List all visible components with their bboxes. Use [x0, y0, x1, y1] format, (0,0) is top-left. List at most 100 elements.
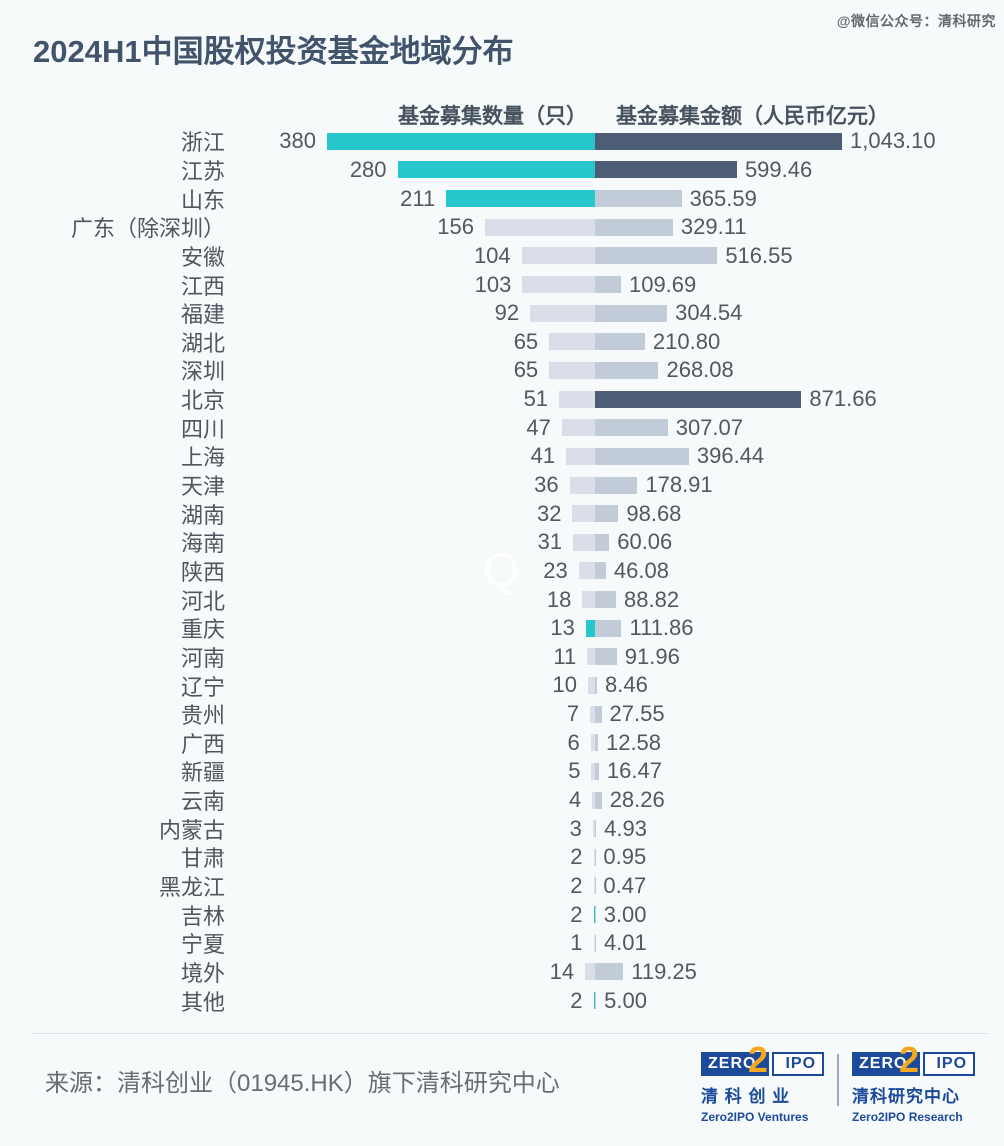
count-value-label: 36: [534, 472, 559, 497]
amount-value-label: 28.26: [609, 787, 665, 813]
amount-zone: 98.68: [595, 501, 1004, 527]
amount-bar: [595, 132, 842, 150]
logo-ipo-box: IPO: [923, 1052, 976, 1076]
chart-row: 内蒙古 3 4.93: [0, 814, 1004, 843]
amount-zone: 0.47: [595, 873, 1004, 899]
amount-value-label: 12.58: [605, 729, 662, 755]
chart-row: 天津 36 178.91: [0, 471, 1004, 500]
count-bar: [592, 820, 595, 838]
count-value-label: 18: [546, 586, 572, 612]
amount-bar: [595, 619, 622, 637]
amount-value-label: 111.86: [629, 615, 694, 641]
count-bar: [585, 963, 595, 981]
amount-value-label: 5.00: [604, 987, 647, 1013]
legend-right-zone: 基金募集金额（人民币亿元）: [595, 100, 1004, 130]
count-value-label: 2: [570, 901, 583, 927]
count-value-label: 5: [568, 758, 581, 784]
chart-title: 2024H1中国股权投资基金地域分布: [33, 34, 514, 69]
count-value-label: 51: [523, 386, 549, 412]
amount-value-label: 0.95: [603, 844, 647, 870]
category-label: 云南: [180, 789, 225, 815]
amount-bar: [595, 247, 718, 265]
chart-row: 深圳 65 268.08: [0, 356, 1004, 385]
count-zone: 65: [225, 357, 595, 383]
count-value-label: 47: [526, 414, 551, 440]
count-value-label: 6: [567, 729, 580, 755]
amount-bar: [595, 934, 596, 952]
amount-zone: 28.26: [595, 787, 1004, 813]
chart-row: 上海 41 396.44: [0, 442, 1004, 471]
count-bar: [591, 762, 595, 780]
amount-bar: [595, 304, 668, 322]
amount-zone: 4.93: [595, 816, 1004, 842]
amount-value-label: 0.47: [603, 872, 647, 898]
amount-zone: 396.44: [595, 443, 1004, 469]
count-bar: [592, 791, 595, 809]
legend-left-zone: 基金募集数量（只）: [0, 100, 595, 130]
chart-row: 其他 2 5.00: [0, 986, 1004, 1015]
category-label: 陕西: [180, 559, 225, 585]
count-bar: [530, 304, 595, 322]
count-value-label: 13: [550, 615, 575, 641]
count-bar: [593, 877, 595, 895]
count-zone: 18: [225, 587, 595, 613]
wechat-watermark: @微信公众号：清科研究: [836, 13, 996, 29]
count-bar: [327, 132, 595, 150]
count-zone: 156: [225, 214, 595, 240]
chart-row: 新疆 5 16.47: [0, 757, 1004, 786]
category-label: 辽宁: [180, 674, 225, 700]
category-label: 北京: [180, 388, 225, 414]
amount-value-label: 1,043.10: [850, 128, 936, 154]
category-label: 湖南: [180, 502, 225, 528]
chart-row: 吉林 2 3.00: [0, 900, 1004, 929]
amount-value-label: 8.46: [605, 672, 648, 698]
amount-zone: 8.46: [595, 672, 1004, 698]
category-label: 内蒙古: [158, 817, 225, 843]
amount-value-label: 91.96: [624, 643, 680, 669]
amount-bar: [595, 992, 597, 1010]
count-value-label: 156: [437, 214, 474, 240]
count-value-label: 31: [537, 529, 563, 555]
chart-row: 广西 6 12.58: [0, 728, 1004, 757]
count-value-label: 14: [549, 958, 575, 984]
count-zone: 1: [225, 930, 595, 956]
logo-ipo-box: IPO: [772, 1052, 825, 1076]
count-zone: 2: [225, 902, 595, 928]
amount-value-label: 304.54: [675, 300, 743, 326]
chart-row: 福建 92 304.54: [0, 299, 1004, 328]
amount-bar: [595, 218, 673, 236]
amount-value-label: 46.08: [613, 557, 669, 583]
category-label: 甘肃: [180, 846, 225, 872]
count-bar: [522, 276, 595, 294]
count-zone: 13: [225, 615, 595, 641]
count-zone: 11: [225, 644, 595, 670]
amount-value-label: 329.11: [680, 214, 747, 240]
chart-row: 安徽 104 516.55: [0, 242, 1004, 271]
count-bar: [446, 190, 595, 208]
chart-row: 河南 11 91.96: [0, 643, 1004, 672]
count-value-label: 65: [513, 357, 539, 383]
legend-count-header: 基金募集数量（只）: [398, 105, 587, 128]
amount-bar: [595, 963, 624, 981]
chart-row: 北京 51 871.66: [0, 385, 1004, 414]
count-bar: [587, 676, 595, 694]
amount-zone: 268.08: [595, 357, 1004, 383]
count-zone: 4: [225, 787, 595, 813]
chart-row: 宁夏 1 4.01: [0, 929, 1004, 958]
amount-value-label: 109.69: [628, 271, 697, 297]
amount-zone: 46.08: [595, 558, 1004, 584]
count-zone: 6: [225, 730, 595, 756]
category-label: 浙江: [180, 130, 225, 156]
category-label: 新疆: [180, 760, 225, 786]
category-label: 境外: [180, 960, 225, 986]
amount-value-label: 396.44: [696, 443, 765, 469]
count-bar: [561, 419, 595, 437]
count-bar: [566, 447, 595, 465]
amount-bar: [595, 648, 617, 666]
amount-zone: 4.01: [595, 930, 1004, 956]
amount-zone: 27.55: [595, 701, 1004, 727]
count-value-label: 104: [473, 242, 511, 268]
count-zone: 3: [225, 816, 595, 842]
amount-value-label: 178.91: [645, 472, 713, 497]
chart-row: 陕西 23 46.08: [0, 557, 1004, 586]
